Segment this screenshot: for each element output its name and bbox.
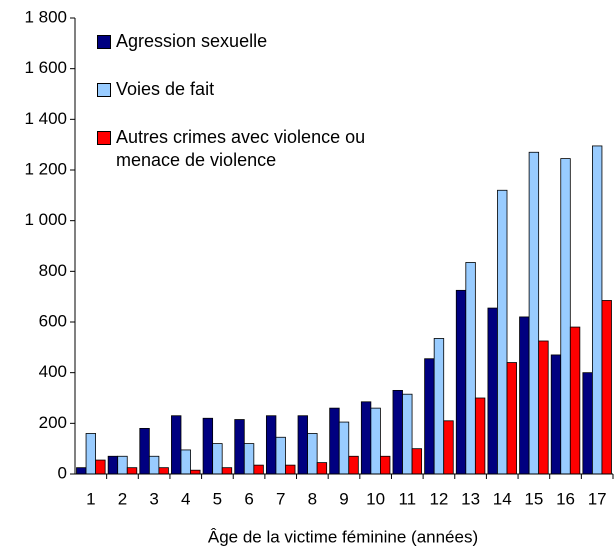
bar (348, 455, 359, 475)
x-axis-title: Âge de la victime féminine (années) (208, 527, 478, 546)
x-tick-label: 1 (86, 489, 95, 508)
bar (360, 401, 372, 475)
y-tick-label: 600 (39, 311, 67, 330)
y-tick-label: 1 000 (24, 210, 67, 229)
y-tick-label: 400 (39, 362, 67, 381)
bar (275, 436, 286, 475)
bar (519, 316, 530, 475)
legend-swatch (97, 35, 111, 49)
x-tick-label: 8 (308, 489, 317, 508)
legend-swatch (97, 131, 111, 145)
bar (392, 389, 403, 475)
bar (234, 419, 245, 475)
legend-entry: Agression sexuelle (97, 30, 397, 53)
bar (171, 415, 182, 475)
bar (443, 420, 454, 475)
bar (433, 338, 445, 475)
y-tick-label: 1 400 (24, 109, 67, 128)
x-tick-label: 5 (213, 489, 222, 508)
legend-swatch (97, 83, 111, 97)
x-tick-label: 15 (524, 489, 543, 508)
legend: Agression sexuelle Voies de fait Autres cr… (97, 30, 397, 197)
bar (560, 158, 571, 475)
bar (582, 372, 593, 475)
bar (307, 433, 318, 475)
bar (126, 467, 138, 475)
bar (190, 469, 201, 475)
x-tick-label: 11 (398, 489, 416, 508)
x-tick-label: 13 (461, 489, 480, 508)
y-tick-label: 1 200 (24, 159, 67, 178)
bar (95, 459, 106, 475)
x-tick-label: 9 (339, 489, 348, 508)
bar (285, 464, 296, 475)
bar (402, 393, 413, 475)
bar (465, 262, 476, 475)
bar (338, 421, 350, 475)
bar (592, 145, 603, 475)
bar (487, 307, 498, 475)
bar (297, 415, 308, 475)
bar (601, 300, 612, 475)
y-tick-label: 200 (39, 413, 67, 432)
bar (212, 443, 223, 475)
y-tick-label: 1 600 (24, 58, 67, 77)
x-tick-label: 7 (276, 489, 285, 508)
x-tick-label: 3 (149, 489, 158, 508)
bar (180, 449, 191, 475)
y-tick-label: 1 800 (24, 7, 67, 26)
bar (455, 289, 467, 475)
y-tick-label: 0 (58, 463, 67, 482)
x-tick-label: 10 (366, 489, 385, 508)
bar (221, 467, 233, 475)
bar (474, 397, 486, 475)
x-tick-label: 4 (181, 489, 190, 508)
bar (316, 462, 328, 475)
x-tick-label: 6 (244, 489, 253, 508)
legend-label: Voies de fait (116, 79, 215, 99)
bar (107, 455, 119, 475)
bar (117, 455, 128, 475)
bar (148, 455, 160, 475)
legend-entry: Autres crimes avec violence ou menace de… (97, 126, 397, 172)
bar (506, 362, 517, 475)
x-tick-label: 14 (493, 489, 512, 508)
bar (370, 407, 381, 475)
x-tick-label: 2 (118, 489, 127, 508)
bar (550, 354, 562, 475)
bar (497, 189, 508, 475)
bar (76, 467, 87, 475)
bar (424, 358, 435, 475)
legend-entry: Voies de fait (97, 78, 397, 101)
bar (158, 467, 169, 475)
legend-label: Autres crimes avec violence ou menace de… (116, 127, 366, 170)
bar (253, 464, 264, 475)
x-tick-label: 17 (588, 489, 607, 508)
y-tick-label: 800 (39, 261, 67, 280)
legend-label: Agression sexuelle (116, 31, 268, 51)
bar (243, 443, 255, 475)
bar (85, 433, 96, 475)
x-tick-label: 12 (429, 489, 448, 508)
bar (139, 427, 150, 475)
bar (265, 415, 277, 475)
bar (528, 151, 540, 475)
bar (380, 455, 391, 475)
bar (569, 326, 581, 475)
bar (202, 417, 214, 475)
bar (538, 340, 549, 475)
bar (411, 448, 423, 475)
bar (329, 407, 340, 475)
x-tick-label: 16 (556, 489, 575, 508)
